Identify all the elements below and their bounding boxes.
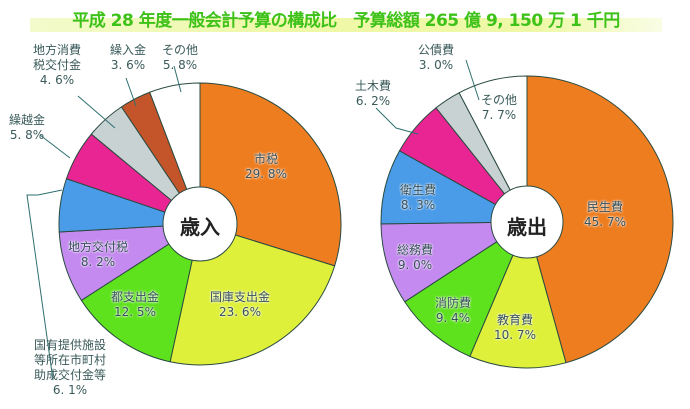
label-expenditure-sonota: その他 7. 7% (474, 93, 524, 123)
pie-slice (404, 220, 529, 358)
label-name: その他 (480, 93, 517, 107)
pie-center-hole (162, 186, 238, 262)
label-pct: 45. 7% (584, 215, 626, 229)
label-pct: 6. 2% (355, 94, 391, 108)
label-pct: 4. 6% (39, 73, 75, 87)
label-pct: 9. 4% (435, 311, 471, 325)
label-kokko: 国庫支出金 23. 6% (200, 290, 280, 320)
label-kofuzei: 地方交付税 8. 2% (58, 240, 138, 270)
expenditure-pie (380, 75, 674, 369)
pie-slice (80, 222, 201, 363)
label-name: 土木費 (354, 79, 391, 93)
label-kosai: 公債費 3. 0% (411, 43, 461, 73)
label-name: 市税 (253, 152, 278, 166)
label-pct: 5. 8% (9, 128, 45, 142)
chart-title: 平成 28 年度一般会計予算の構成比 予算総額 265 億 9, 150 万 1… (30, 6, 662, 32)
revenue-center-label: 歳入 (180, 215, 220, 239)
label-name: 都支出金 (110, 290, 159, 304)
label-name: 繰入金 (109, 43, 146, 57)
pie-slice (526, 75, 674, 364)
label-somu: 総務費 9. 0% (385, 243, 445, 273)
label-name: 衛生費 (399, 183, 436, 197)
label-pct: 9. 0% (397, 258, 433, 272)
label-shobo: 消防費 9. 4% (423, 296, 483, 326)
label-line: 地方消費 (32, 43, 81, 57)
label-pct: 10. 7% (494, 328, 536, 342)
label-name: 国庫支出金 (209, 290, 270, 304)
label-pct: 6. 1% (52, 383, 88, 397)
label-pct: 3. 0% (418, 58, 454, 72)
label-name: その他 (161, 43, 198, 57)
title-highlight (30, 18, 662, 32)
pie-center-hole (490, 185, 564, 259)
label-pct: 8. 3% (400, 198, 436, 212)
label-toshi: 都支出金 12. 5% (100, 290, 170, 320)
expenditure-center-label: 歳出 (507, 215, 547, 239)
label-line: 助成交付金等 (33, 368, 106, 382)
label-pct: 23. 6% (219, 305, 261, 319)
label-pct: 5. 8% (162, 58, 198, 72)
label-kuriire: 繰入金 3. 6% (103, 43, 153, 73)
label-name: 教育費 (496, 313, 533, 327)
leader-lines (26, 59, 480, 381)
label-kyoiku: 教育費 10. 7% (485, 313, 545, 343)
label-name: 公債費 (417, 43, 454, 57)
label-pct: 3. 6% (110, 58, 146, 72)
revenue-pie (58, 82, 342, 366)
label-eisei: 衛生費 8. 3% (388, 183, 448, 213)
label-minsei: 民生費 45. 7% (575, 200, 635, 230)
pie-slice (458, 75, 528, 223)
label-shizei: 市税 29. 8% (236, 152, 296, 182)
label-line: 国有提供施設 (33, 338, 106, 352)
label-doboku: 土木費 6. 2% (348, 79, 398, 109)
label-line: 等所在市町村 (33, 353, 106, 367)
label-name: 地方交付税 (67, 240, 128, 254)
label-pct: 29. 8% (245, 167, 287, 181)
label-pct: 12. 5% (114, 305, 156, 319)
label-shohi: 地方消費 税交付金 4. 6% (22, 43, 92, 88)
title-text: 平成 28 年度一般会計予算の構成比 予算総額 265 億 9, 150 万 1… (72, 11, 620, 31)
label-pct: 7. 7% (481, 108, 517, 122)
label-name: 繰越金 (8, 113, 45, 127)
label-kokuyu: 国有提供施設 等所在市町村 助成交付金等 6. 1% (20, 338, 120, 398)
label-name: 民生費 (586, 200, 623, 214)
label-name: 総務費 (396, 243, 433, 257)
label-line: 税交付金 (32, 58, 81, 72)
label-revenue-sonota: その他 5. 8% (155, 43, 205, 73)
pie-slice (469, 220, 567, 369)
label-kurikoshi: 繰越金 5. 8% (2, 113, 52, 143)
pie-slice (380, 221, 529, 303)
label-pct: 8. 2% (80, 255, 116, 269)
label-name: 消防費 (434, 296, 471, 310)
